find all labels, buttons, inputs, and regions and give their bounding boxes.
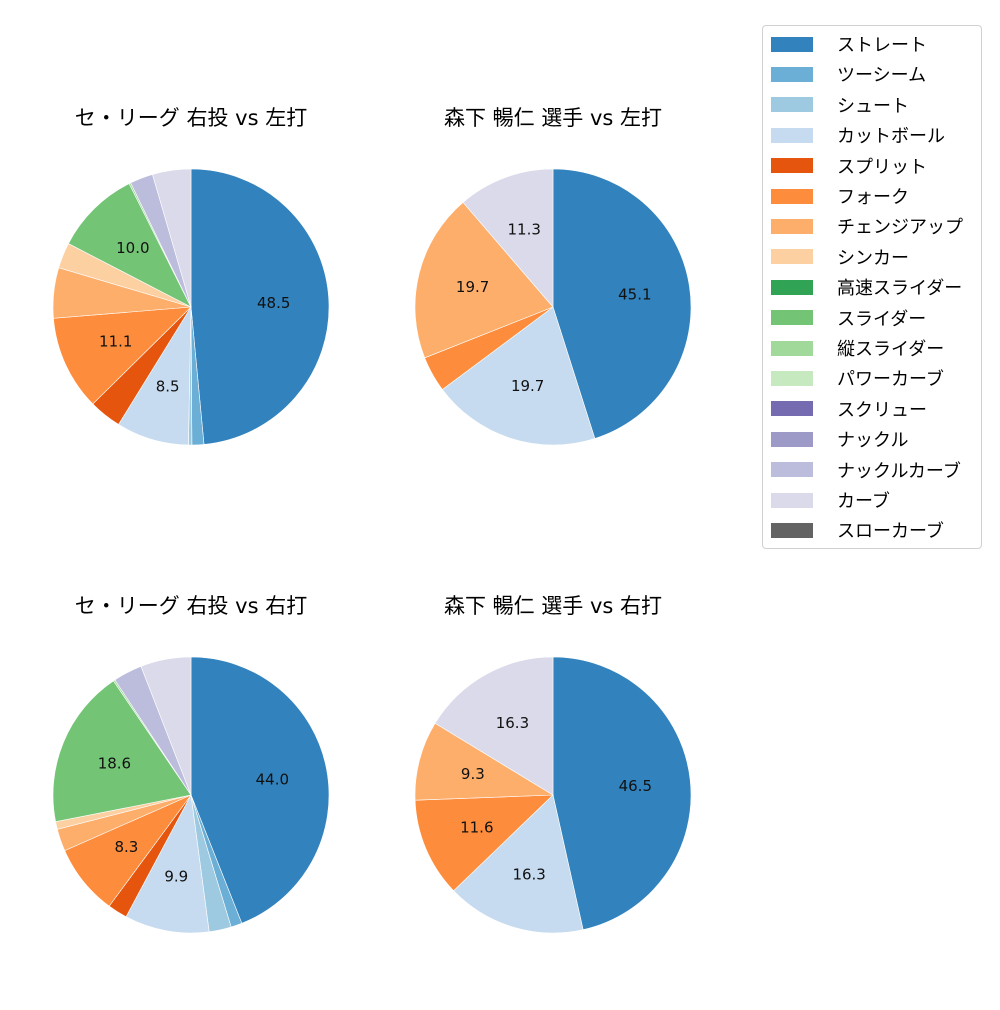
chart-title: セ・リーグ 右投 vs 右打 — [74, 594, 308, 618]
legend-swatch — [771, 462, 813, 478]
legend-swatch — [771, 127, 813, 143]
legend-label: パワーカーブ — [837, 369, 944, 391]
chart-title: 森下 暢仁 選手 vs 左打 — [443, 106, 663, 130]
legend-item: 縦スライダー — [771, 333, 944, 363]
legend-label: カットボール — [837, 126, 945, 148]
pie-slice — [453, 794, 584, 934]
legend-swatch — [771, 158, 813, 174]
legend-item: ストレート — [771, 29, 927, 59]
legend-item: ツーシーム — [771, 59, 926, 89]
pie-slice — [52, 680, 192, 823]
legend-swatch — [771, 66, 813, 82]
pie-slice — [190, 656, 330, 924]
legend-swatch — [771, 188, 813, 204]
pie-slice — [190, 168, 330, 445]
legend-label: スライダー — [837, 308, 927, 330]
pie-slice — [125, 794, 210, 934]
pie-slice — [552, 656, 692, 931]
slice-label: 11.1 — [99, 333, 132, 351]
legend-swatch — [771, 431, 813, 447]
legend-item: チェンジアップ — [771, 211, 963, 241]
slice-label: 16.3 — [512, 865, 545, 883]
legend-item: ナックルカーブ — [771, 455, 961, 485]
legend-label: ツーシーム — [837, 65, 927, 87]
legend-swatch — [771, 340, 813, 356]
legend-label: スローカーブ — [837, 521, 944, 543]
slice-label: 44.0 — [256, 770, 289, 788]
pie-slice — [434, 656, 554, 796]
slice-label: 8.3 — [114, 838, 138, 856]
pie-panel-morishita-vs-right: 森下 暢仁 選手 vs 右打 46.5 16.3 11.6 9.3 16.3 — [412, 590, 772, 1010]
pie-panel-morishita-vs-left: 森下 暢仁 選手 vs 左打 45.1 19.7 19.7 11.3 — [412, 102, 772, 522]
legend-label: シンカー — [837, 247, 909, 269]
chart-title: 森下 暢仁 選手 vs 右打 — [443, 594, 663, 618]
pie-slice — [552, 168, 692, 439]
legend-swatch — [771, 492, 813, 508]
slice-label: 46.5 — [619, 777, 652, 795]
legend-label: カーブ — [837, 491, 890, 512]
slice-label: 9.9 — [164, 867, 188, 885]
legend-swatch — [771, 36, 813, 52]
slice-label: 48.5 — [257, 294, 290, 312]
legend-label: ナックル — [837, 430, 909, 452]
legend-swatch — [771, 218, 813, 234]
legend-item: スローカーブ — [771, 515, 944, 545]
legend-swatch — [771, 370, 813, 386]
pie-slice — [462, 168, 554, 308]
legend-item: スライダー — [771, 303, 926, 333]
legend-swatch — [771, 401, 813, 417]
slice-label: 18.6 — [98, 755, 131, 773]
legend-label: スクリュー — [837, 399, 927, 421]
legend-item: シンカー — [771, 242, 909, 272]
legend-swatch — [771, 249, 813, 265]
legend-item: シュート — [771, 90, 909, 120]
legend-swatch — [771, 97, 813, 113]
legend-item: スプリット — [771, 151, 927, 181]
pie-slice — [152, 168, 192, 308]
pie-slice — [140, 656, 192, 796]
legend-label: フォーク — [837, 187, 909, 208]
legend-item: パワーカーブ — [771, 363, 944, 393]
legend-item: 高速スライダー — [771, 272, 962, 302]
pie-slice — [53, 306, 192, 405]
legend-swatch — [771, 279, 813, 295]
pie-chart: 44.0 9.9 8.3 18.6 — [52, 656, 330, 934]
pie-slice — [414, 794, 554, 892]
legend-label: チェンジアップ — [837, 217, 963, 239]
legend-swatch — [771, 522, 813, 538]
pie-chart: 46.5 16.3 11.6 9.3 16.3 — [414, 656, 692, 934]
pie-panel-league-vs-left: セ・リーグ 右投 vs 左打 48.5 8.5 11.1 10.0 — [50, 102, 410, 522]
pie-chart: 48.5 8.5 11.1 10.0 — [52, 168, 330, 446]
legend-item: カーブ — [771, 485, 890, 515]
chart-title: セ・リーグ 右投 vs 左打 — [74, 106, 308, 130]
legend: ストレートツーシームシュートカットボール スプリットフォークチェンジアップ シンカー… — [762, 25, 982, 549]
pie-panel-league-vs-right: セ・リーグ 右投 vs 右打 44.0 9.9 8.3 18.6 — [50, 590, 410, 1010]
pie-slice — [68, 183, 192, 308]
legend-item: フォーク — [771, 181, 909, 211]
legend-label: シュート — [837, 95, 909, 117]
legend-item: カットボール — [771, 120, 945, 150]
pie-slice — [441, 306, 596, 446]
slice-label: 11.6 — [460, 818, 493, 836]
slice-label: 9.3 — [461, 765, 485, 783]
pie-slice — [414, 722, 555, 801]
slice-label: 8.5 — [156, 377, 180, 395]
legend-label: スプリット — [837, 156, 927, 178]
legend-item: ナックル — [771, 424, 908, 454]
legend-label: ナックルカーブ — [837, 460, 961, 482]
legend-label: 高速スライダー — [837, 278, 963, 300]
pie-slice — [414, 201, 554, 359]
legend-label: 縦スライダー — [837, 339, 945, 360]
slice-label: 19.7 — [456, 278, 489, 296]
legend-swatch — [771, 310, 813, 326]
slice-label: 16.3 — [496, 714, 529, 732]
slice-label: 11.3 — [508, 220, 541, 238]
slice-label: 45.1 — [618, 285, 651, 303]
slice-label: 19.7 — [511, 377, 544, 395]
legend-label: ストレート — [837, 35, 927, 56]
slice-label: 10.0 — [116, 239, 149, 257]
pie-chart: 45.1 19.7 19.7 11.3 — [414, 168, 692, 446]
legend-item: スクリュー — [771, 394, 927, 424]
